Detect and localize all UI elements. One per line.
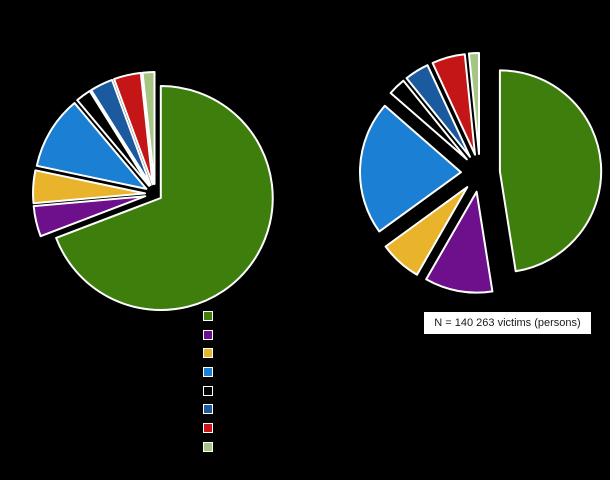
legend-swatch-yellow xyxy=(203,348,213,359)
pie-slice-right-yellow xyxy=(384,186,469,276)
pie-slice-right-green xyxy=(498,69,603,273)
pie-slice-left-blue xyxy=(35,102,148,190)
legend-swatch-purple xyxy=(203,329,213,340)
pie-slice-left-dark-blue xyxy=(90,78,152,186)
pie-slice-right-purple xyxy=(425,190,494,294)
pie-slice-left-purple xyxy=(32,195,147,238)
legend-swatch-dark-blue xyxy=(203,404,213,415)
legend-swatch-green xyxy=(203,311,213,321)
pie-slice-right-red xyxy=(431,53,476,156)
pie-slice-left-light-green xyxy=(141,71,156,185)
pie-slice-left-yellow xyxy=(32,169,146,205)
legend-swatch-blue xyxy=(203,367,213,378)
pie-slice-right-black xyxy=(389,79,468,161)
legend xyxy=(203,311,213,461)
pie-slice-left-black xyxy=(76,90,151,187)
legend-swatch-light-green xyxy=(203,441,213,452)
legend-swatch-black xyxy=(203,385,213,396)
pie-slice-right-blue xyxy=(358,104,462,233)
pie-slice-right-dark-blue xyxy=(405,64,471,158)
pie-slice-right-light-green xyxy=(467,51,480,155)
pie-slice-left-green xyxy=(55,85,274,311)
legend-swatch-red xyxy=(203,423,213,434)
pie-slice-left-red xyxy=(113,71,154,186)
sample-size-note: N = 140 263 victims (persons) xyxy=(424,312,591,334)
